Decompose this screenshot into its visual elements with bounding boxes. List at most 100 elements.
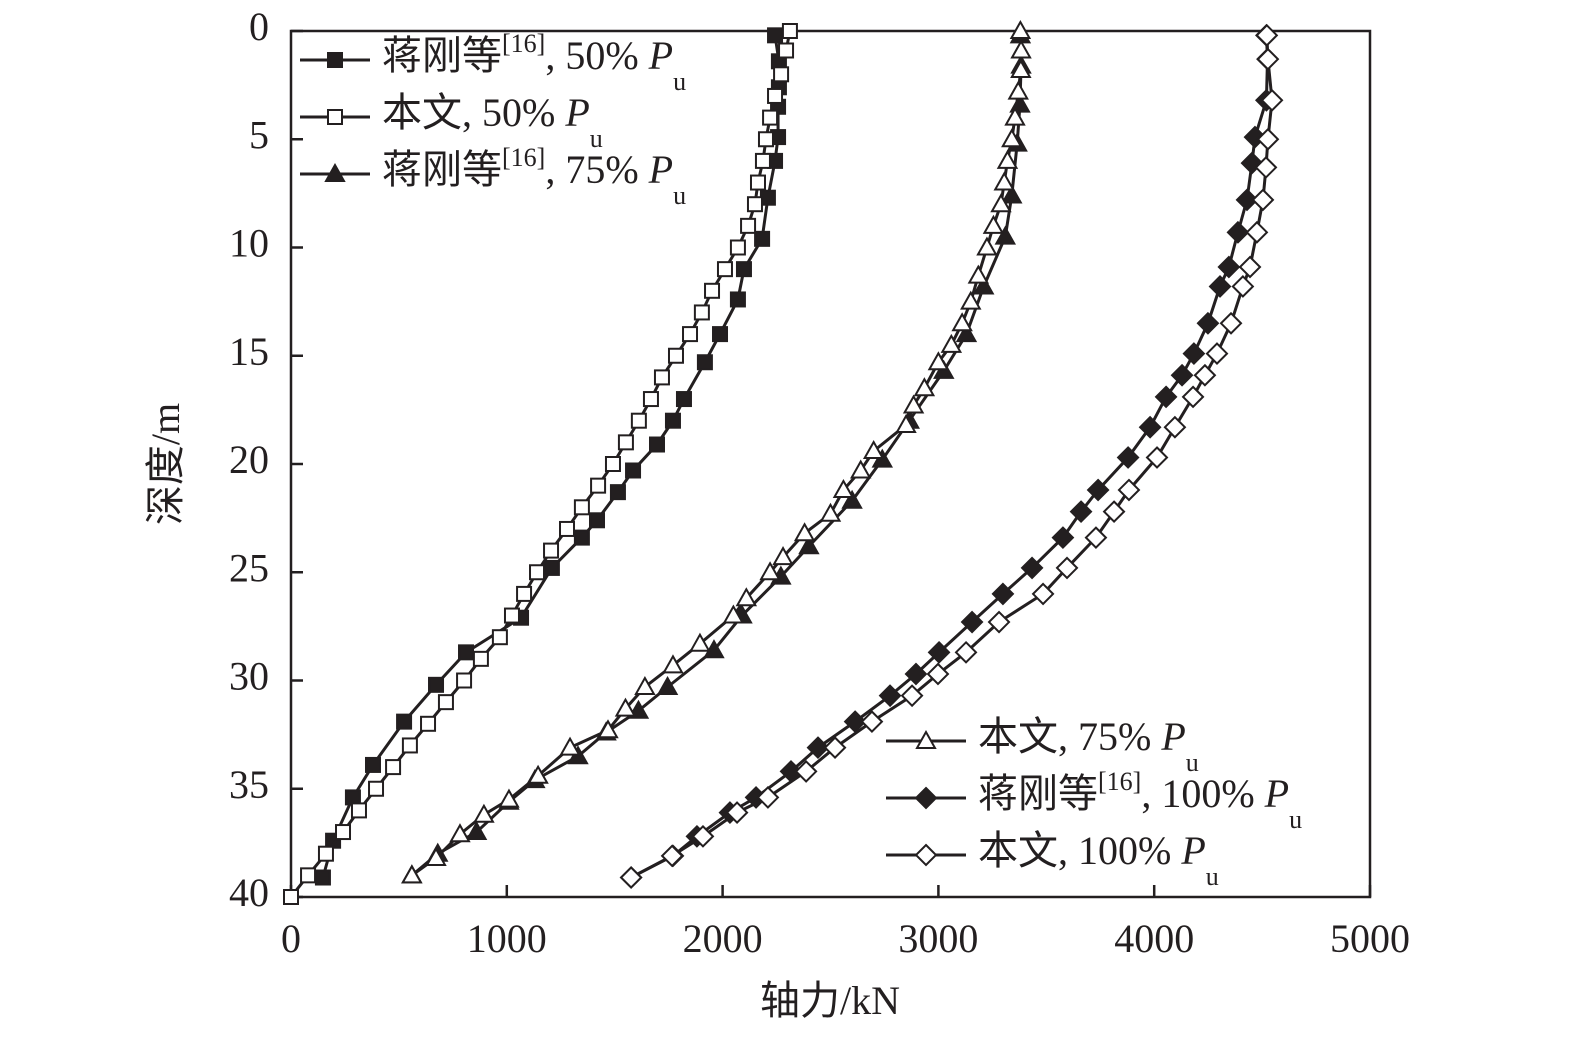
marker: [860, 710, 884, 734]
marker: [729, 239, 746, 256]
marker: [749, 174, 766, 191]
marker: [993, 171, 1015, 191]
y-tick-label: 5: [249, 112, 269, 157]
marker: [722, 604, 745, 624]
series-line: [321, 35, 781, 878]
marker: [914, 843, 938, 867]
marker: [335, 824, 352, 841]
marker: [1020, 556, 1044, 580]
marker: [904, 662, 928, 686]
marker: [472, 650, 489, 667]
marker: [527, 764, 549, 784]
marker: [428, 676, 445, 693]
marker: [1163, 415, 1187, 439]
legend-label: 本文, 100% Pu: [978, 828, 1219, 891]
marker: [617, 434, 634, 451]
marker: [767, 27, 784, 44]
marker: [597, 719, 619, 739]
x-tick-label: 5000: [1330, 916, 1410, 961]
marker: [573, 499, 590, 516]
marker: [756, 785, 780, 809]
legend-label: 本文, 50% Pu: [382, 90, 603, 153]
marker: [283, 889, 299, 905]
marker: [1251, 188, 1275, 212]
marker: [850, 459, 872, 479]
marker: [344, 789, 361, 806]
x-tick-label: 4000: [1114, 916, 1194, 961]
marker: [573, 529, 590, 546]
marker: [543, 559, 560, 576]
marker: [1208, 275, 1232, 298]
marker: [1007, 80, 1029, 100]
marker: [609, 484, 626, 501]
marker: [590, 477, 607, 494]
marker: [1217, 255, 1241, 279]
marker: [900, 684, 924, 708]
marker: [696, 354, 713, 371]
marker: [960, 290, 982, 310]
marker: [660, 844, 684, 868]
marker: [1182, 342, 1206, 365]
marker: [823, 736, 847, 760]
y-tick-label: 25: [229, 545, 269, 590]
marker: [614, 697, 637, 717]
marker: [300, 867, 317, 884]
marker: [843, 710, 867, 734]
x-tick-label: 1000: [467, 916, 547, 961]
x-tick-label: 0: [281, 916, 301, 961]
legend-label: 蒋刚等[16]​, 100% Pu: [978, 767, 1302, 834]
y-tick-label: 30: [229, 654, 269, 699]
marker: [498, 788, 520, 808]
marker: [1154, 385, 1178, 409]
series-line: [410, 30, 1023, 877]
marker: [895, 413, 917, 434]
marker: [1219, 311, 1243, 335]
marker: [1051, 526, 1075, 550]
marker: [368, 780, 385, 797]
marker: [1102, 500, 1126, 524]
marker: [516, 585, 533, 602]
marker: [754, 152, 771, 169]
marker: [1116, 446, 1140, 469]
marker: [1193, 363, 1217, 387]
marker: [841, 489, 863, 509]
marker: [819, 502, 842, 522]
marker: [778, 42, 795, 59]
marker: [449, 823, 471, 843]
marker: [991, 582, 1015, 606]
marker: [559, 736, 581, 756]
marker: [1205, 342, 1229, 365]
marker: [648, 436, 665, 453]
marker: [1117, 478, 1141, 502]
marker: [425, 846, 447, 867]
marker: [740, 217, 757, 234]
marker: [762, 109, 779, 126]
marker: [725, 801, 749, 824]
marker: [982, 214, 1005, 234]
y-axis-label: 深度/m: [143, 403, 188, 525]
marker: [1245, 220, 1269, 244]
legend-label: 蒋刚等[16]​, 50% Pu: [382, 29, 686, 96]
marker: [1009, 19, 1032, 39]
marker: [653, 369, 670, 386]
marker: [662, 654, 684, 674]
marker: [878, 684, 902, 708]
marker: [759, 561, 781, 581]
marker: [767, 87, 784, 104]
marker: [365, 756, 382, 773]
marker: [667, 347, 684, 364]
marker: [630, 412, 647, 429]
marker: [634, 675, 656, 695]
legend-label: 本文, 75% Pu: [978, 714, 1199, 777]
marker: [1001, 128, 1023, 148]
x-axis-label: 轴力/kN: [760, 978, 900, 1023]
marker: [704, 282, 721, 299]
marker: [1235, 188, 1259, 212]
marker: [1145, 446, 1169, 469]
marker: [1004, 106, 1026, 126]
marker: [994, 225, 1017, 245]
marker: [976, 236, 998, 256]
x-tick-label: 2000: [683, 916, 763, 961]
